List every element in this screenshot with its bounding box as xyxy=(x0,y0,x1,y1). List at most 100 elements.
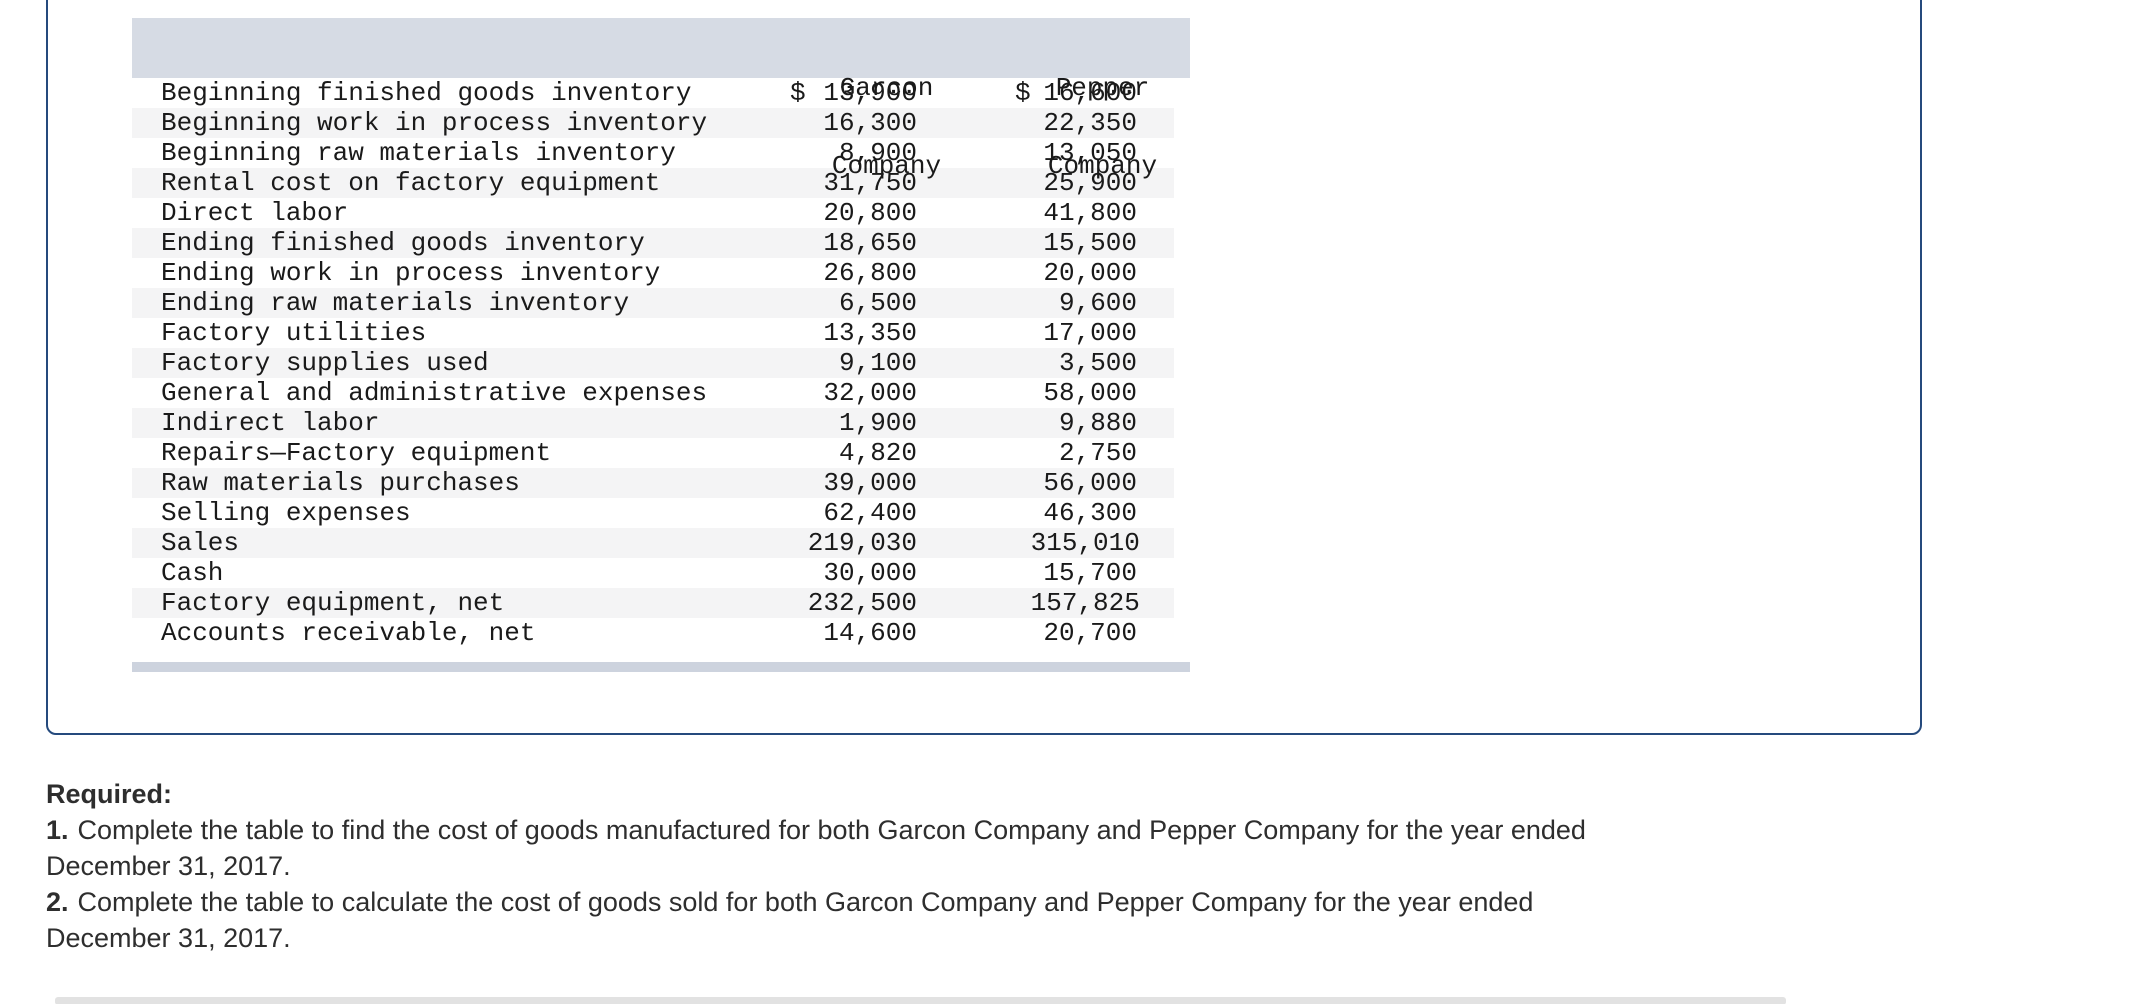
pepper-cell: $ 20,700 xyxy=(1005,618,1137,648)
row-label: Ending finished goods inventory xyxy=(161,228,645,258)
row-label: Indirect labor xyxy=(161,408,380,438)
pepper-cell: $ 17,000 xyxy=(1005,318,1137,348)
pepper-value: 58,000 xyxy=(1043,378,1137,408)
garcon-cell: $ 8,900 xyxy=(780,138,917,168)
pepper-value: 56,000 xyxy=(1043,468,1137,498)
garcon-value: 62,400 xyxy=(823,498,917,528)
pepper-value: 46,300 xyxy=(1043,498,1137,528)
required-heading: Required: xyxy=(46,779,173,809)
garcon-cell: $ 62,400 xyxy=(780,498,917,528)
table-row: Ending raw materials inventory $ 6,500 $… xyxy=(132,288,1174,318)
row-label: Rental cost on factory equipment xyxy=(161,168,661,198)
garcon-cell: $ 39,000 xyxy=(780,468,917,498)
pepper-value: 9,880 xyxy=(1058,408,1137,438)
pepper-value: 3,500 xyxy=(1058,348,1137,378)
garcon-cell: $ 14,600 xyxy=(780,618,917,648)
row-label: Beginning work in process inventory xyxy=(161,108,708,138)
table-row: Ending finished goods inventory $ 18,650… xyxy=(132,228,1174,258)
garcon-cell: $ 20,800 xyxy=(780,198,917,228)
garcon-value: 20,800 xyxy=(823,198,917,228)
pepper-value: 13,050 xyxy=(1043,138,1137,168)
table-row: Direct labor $ 20,800 $ 41,800 xyxy=(132,198,1174,228)
row-label: Raw materials purchases xyxy=(161,468,520,498)
garcon-value: 30,000 xyxy=(823,558,917,588)
required-item-2-text: Complete the table to calculate the cost… xyxy=(77,887,1534,917)
pepper-value: 16,600 xyxy=(1043,78,1137,108)
table-row: Accounts receivable, net $ 14,600 $ 20,7… xyxy=(132,618,1174,648)
table-row: Raw materials purchases $ 39,000 $ 56,00… xyxy=(132,468,1174,498)
row-label: Factory equipment, net xyxy=(161,588,505,618)
pepper-cell: $ 315,010 xyxy=(1005,528,1140,558)
required-item-1-line-2: December 31, 2017. xyxy=(46,851,291,881)
garcon-cell: $ 13,900 xyxy=(780,78,917,108)
table-row: Factory supplies used $ 9,100 $ 3,500 xyxy=(132,348,1174,378)
garcon-value: 8,900 xyxy=(838,138,917,168)
table-row: General and administrative expenses $ 32… xyxy=(132,378,1174,408)
pepper-cell: $ 13,050 xyxy=(1005,138,1137,168)
row-label: Ending work in process inventory xyxy=(161,258,661,288)
garcon-cell: $ 30,000 xyxy=(780,558,917,588)
garcon-value: 16,300 xyxy=(823,108,917,138)
problem-panel: Garcon Company Pepper Company Beginning … xyxy=(46,0,1922,735)
required-item-2-line-1: 2. Complete the table to calculate the co… xyxy=(46,884,1896,920)
table-footer-bar xyxy=(132,662,1190,672)
garcon-cell: $ 13,350 xyxy=(780,318,917,348)
garcon-cell: $ 1,900 xyxy=(780,408,917,438)
pepper-cell: $ 58,000 xyxy=(1005,378,1137,408)
table-row: Indirect labor $ 1,900 $ 9,880 xyxy=(132,408,1174,438)
row-label: Repairs—Factory equipment xyxy=(161,438,552,468)
table-row: Beginning finished goods inventory $ 13,… xyxy=(132,78,1174,108)
garcon-cell: $ 32,000 xyxy=(780,378,917,408)
garcon-dollar-sign: $ xyxy=(790,78,806,108)
garcon-value: 39,000 xyxy=(823,468,917,498)
pepper-value: 2,750 xyxy=(1058,438,1137,468)
garcon-value: 1,900 xyxy=(838,408,917,438)
garcon-cell: $ 232,500 xyxy=(780,588,917,618)
pepper-cell: $ 20,000 xyxy=(1005,258,1137,288)
required-item-2-number: 2. xyxy=(46,887,69,917)
garcon-value: 32,000 xyxy=(823,378,917,408)
table-row: Factory equipment, net $ 232,500 $ 157,8… xyxy=(132,588,1174,618)
table-row: Sales $ 219,030 $ 315,010 xyxy=(132,528,1174,558)
garcon-cell: $ 26,800 xyxy=(780,258,917,288)
row-label: Factory utilities xyxy=(161,318,427,348)
pepper-value: 15,700 xyxy=(1043,558,1137,588)
table-body: Beginning finished goods inventory $ 13,… xyxy=(132,78,1174,648)
garcon-value: 219,030 xyxy=(807,528,917,558)
pepper-cell: $ 9,600 xyxy=(1005,288,1137,318)
column-header-garcon-line1: Garcon xyxy=(839,73,934,103)
bottom-divider xyxy=(55,997,1786,1004)
pepper-cell: $ 157,825 xyxy=(1005,588,1140,618)
garcon-value: 9,100 xyxy=(838,348,917,378)
garcon-value: 14,600 xyxy=(823,618,917,648)
column-header-garcon: Garcon Company xyxy=(780,23,1005,231)
garcon-value: 13,350 xyxy=(823,318,917,348)
pepper-value: 22,350 xyxy=(1043,108,1137,138)
required-item-1-line-1: 1. Complete the table to find the cost of… xyxy=(46,812,1896,848)
row-label: Factory supplies used xyxy=(161,348,489,378)
column-header-pepper-line2: Company xyxy=(1047,151,1158,181)
garcon-cell: $ 219,030 xyxy=(780,528,917,558)
required-item-1-number: 1. xyxy=(46,815,69,845)
garcon-value: 4,820 xyxy=(838,438,917,468)
row-label: Ending raw materials inventory xyxy=(161,288,630,318)
garcon-value: 232,500 xyxy=(807,588,917,618)
table-row: Beginning raw materials inventory $ 8,90… xyxy=(132,138,1174,168)
table-row: Rental cost on factory equipment $ 31,75… xyxy=(132,168,1174,198)
pepper-cell: $ 56,000 xyxy=(1005,468,1137,498)
table-row: Factory utilities $ 13,350 $ 17,000 xyxy=(132,318,1174,348)
row-label: Beginning raw materials inventory xyxy=(161,138,676,168)
row-label: General and administrative expenses xyxy=(161,378,708,408)
pepper-cell: $ 16,600 xyxy=(1005,78,1137,108)
pepper-cell: $ 41,800 xyxy=(1005,198,1137,228)
column-header-pepper-line1: Pepper xyxy=(1055,73,1150,103)
required-section: Required: 1. Complete the table to find t… xyxy=(46,776,1896,956)
row-label: Selling expenses xyxy=(161,498,411,528)
pepper-cell: $ 22,350 xyxy=(1005,108,1137,138)
table-row: Repairs—Factory equipment $ 4,820 $ 2,75… xyxy=(132,438,1174,468)
pepper-cell: $ 15,700 xyxy=(1005,558,1137,588)
pepper-value: 9,600 xyxy=(1058,288,1137,318)
pepper-cell: $ 46,300 xyxy=(1005,498,1137,528)
row-label: Sales xyxy=(161,528,240,558)
